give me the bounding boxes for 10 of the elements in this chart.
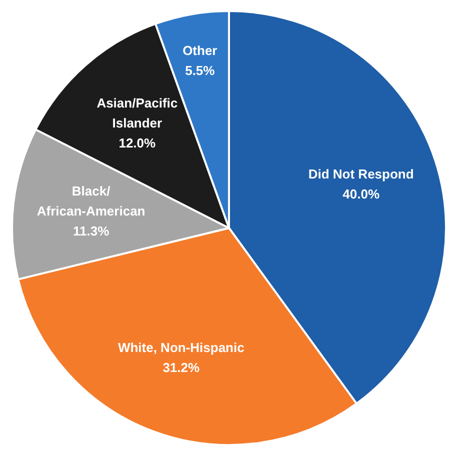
slice-label: Asian/Pacific Islander <box>96 95 178 130</box>
data-label: 12.0% <box>118 135 156 150</box>
slice-label: Did Not Respond <box>308 166 414 182</box>
slice-label: Black/African-American <box>36 183 146 218</box>
slice-label: Other <box>182 42 218 58</box>
data-label: 11.3% <box>72 223 110 238</box>
data-label: 40.0% <box>342 186 380 202</box>
data-label: 31.2% <box>162 360 200 375</box>
slice-label: White, Non-Hispanic <box>118 340 244 355</box>
data-label: 5.5% <box>185 62 216 78</box>
